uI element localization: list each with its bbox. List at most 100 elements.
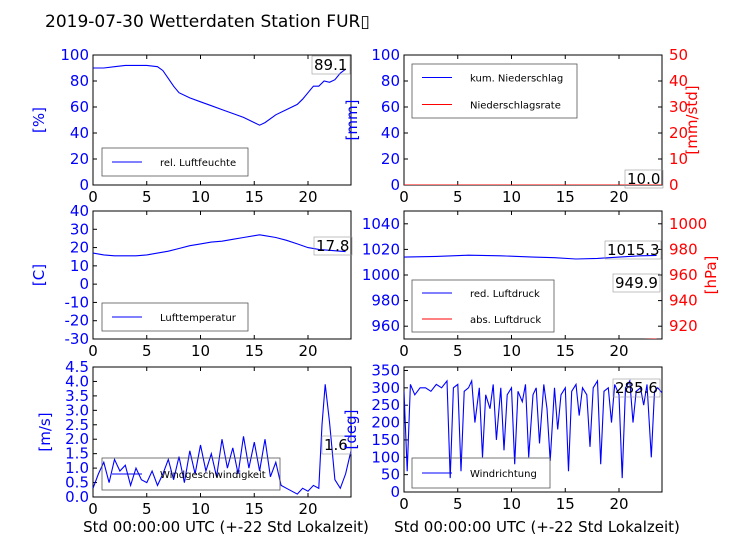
pressure-xtick-label: 5 (453, 342, 463, 360)
precip-ytick-label: 100 (371, 46, 400, 64)
pressure-xtick-label: 20 (609, 342, 628, 360)
pressure-ytick-label: 980 (371, 292, 400, 310)
pressure-ytick-label: 1020 (362, 240, 400, 258)
precip-xtick-label: 0 (399, 188, 409, 206)
wind-panel: 0 5 10 15 20 0.00.51.01.52.02.53.03.54.04.5 [m… (36, 358, 369, 536)
precip-xtick-label: 10 (502, 188, 521, 206)
pressure-ytick-label: 1040 (362, 215, 400, 233)
temperature-xtick-label: 15 (245, 342, 264, 360)
wind_dir-legend (411, 457, 551, 489)
pressure-ytick-label: 1000 (362, 266, 400, 284)
wind_dir-ytick-label: 200 (371, 414, 400, 432)
wind-legend-label: Windgeschwindigkeit (160, 470, 266, 481)
wind_dir-xtick-label: 10 (502, 495, 521, 513)
temperature-xtick-label: 10 (191, 342, 210, 360)
humidity-xtick-label: 0 (88, 188, 98, 206)
wind-ylabel: [m/s] (36, 412, 54, 451)
wind-ytick-label: 0.0 (65, 488, 89, 506)
pressure-current-value-abs-box (612, 273, 661, 293)
precip-ytick-label: 0 (390, 176, 400, 194)
pressure-current-value-red: 1015.3 (607, 241, 660, 259)
precip-ytick-label: 60 (381, 98, 400, 116)
precip-legend (411, 63, 578, 119)
pressure-legend (411, 279, 555, 333)
wind-ytick-label: 2.0 (65, 430, 89, 448)
wind_dir-current-value-box (612, 378, 661, 398)
temperature-ytick-label: 40 (70, 202, 89, 220)
precip-y2tick-label: 20 (669, 124, 688, 142)
wind_dir-xlabel: Std 00:00:00 UTC (+-22 Std Lokalzeit) (394, 518, 680, 536)
wind-legend (101, 457, 281, 491)
wind-xtick-label: 10 (191, 500, 210, 518)
wind-ytick-label: 4.0 (65, 372, 89, 390)
temperature-frame (92, 210, 352, 340)
precip-y2tick-label: 30 (669, 98, 688, 116)
humidity-ytick-label: 20 (70, 150, 89, 168)
precip-xtick-label: 5 (453, 188, 463, 206)
wind-ytick-label: 3.5 (65, 387, 89, 405)
wind_dir-ytick-label: 150 (371, 431, 400, 449)
wind-ytick-label: 4.5 (65, 358, 89, 376)
temperature-xtick-label: 20 (298, 342, 317, 360)
precip-y2tick-label: 40 (669, 72, 688, 90)
wind-xtick-label: 0 (88, 500, 98, 518)
precip-panel: 0 5 10 15 20 0 20 40 60 80 100 0 10 20 30 40 50 [mm] [mm/s… (343, 46, 701, 206)
pressure-xtick-label: 10 (502, 342, 521, 360)
temperature-ytick-label: 30 (70, 220, 89, 238)
temperature-ytick-label: 10 (70, 257, 89, 275)
temperature-current-value: 17.8 (316, 237, 349, 255)
humidity-legend (101, 147, 249, 177)
pressure-y2tick-label: 940 (669, 292, 698, 310)
wind_dir-xtick-label: 0 (399, 495, 409, 513)
temperature-series-line (93, 234, 346, 257)
pressure-ytick-label: 960 (371, 317, 400, 335)
pressure-panel: 0 5 10 15 20 960 980 1000 1020 1040 920 940 960 980 10… (362, 210, 720, 360)
pressure-current-value-red-box (604, 240, 662, 260)
precip-ylabel: [mm] (343, 100, 361, 141)
wind_dir-ytick-label: 50 (381, 466, 400, 484)
wind-ytick-label: 0.5 (65, 474, 89, 492)
precip-legend-label: Niederschlagsrate (470, 101, 561, 112)
wind_dir-legend-label: Windrichtung (470, 469, 537, 480)
wind-current-value: 1.6 (324, 436, 348, 454)
temperature-ylabel: [C] (30, 264, 48, 286)
precip-current-value-box (624, 169, 664, 189)
humidity-panel: 0 5 10 15 20 0 20 40 60 80 100 [%] rel. Luftfeuchte 8… (30, 46, 352, 206)
pressure-xtick-label: 0 (399, 342, 409, 360)
wind_dir-ytick-label: 250 (371, 396, 400, 414)
humidity-ytick-label: 60 (70, 98, 89, 116)
wind-frame (92, 366, 352, 498)
temperature-current-value-box (313, 236, 353, 256)
temperature-legend-label: Lufttemperatur (160, 313, 237, 324)
wind-xtick-label: 15 (245, 500, 264, 518)
pressure-y2tick-label: 1000 (669, 215, 707, 233)
wind_dir-xtick-label: 5 (453, 495, 463, 513)
precip-ytick-label: 20 (381, 150, 400, 168)
wind_dir-ytick-label: 100 (371, 448, 400, 466)
wind-xtick-label: 5 (142, 500, 152, 518)
temperature-ytick-label: -10 (65, 293, 90, 311)
wind-ytick-label: 2.5 (65, 416, 89, 434)
wind_dir-ytick-label: 300 (371, 379, 400, 397)
wind-current-value-box (321, 435, 352, 455)
humidity-series-line (93, 64, 346, 126)
pressure-y2tick-label: 960 (669, 266, 698, 284)
precip-ytick-label: 80 (381, 72, 400, 90)
wind_dir-ylabel: [deg] (342, 410, 360, 450)
precip-ytick-label: 40 (381, 124, 400, 142)
wind_dir-frame (403, 366, 663, 493)
precip-y2tick-label: 10 (669, 150, 688, 168)
precip-legend-label: kum. Niederschlag (470, 74, 563, 85)
pressure-legend-label: abs. Luftdruck (470, 315, 541, 326)
precip-xtick-label: 15 (556, 188, 575, 206)
wind-series-line (93, 384, 351, 495)
humidity-ytick-label: 80 (70, 72, 89, 90)
wind-ytick-label: 3.0 (65, 401, 89, 419)
temperature-ytick-label: -30 (65, 330, 90, 348)
pressure-y2label: [hPa] (702, 256, 720, 295)
pressure-xtick-label: 15 (556, 342, 575, 360)
wind-ytick-label: 1.5 (65, 445, 89, 463)
wind_dir-ytick-label: 0 (390, 483, 400, 501)
